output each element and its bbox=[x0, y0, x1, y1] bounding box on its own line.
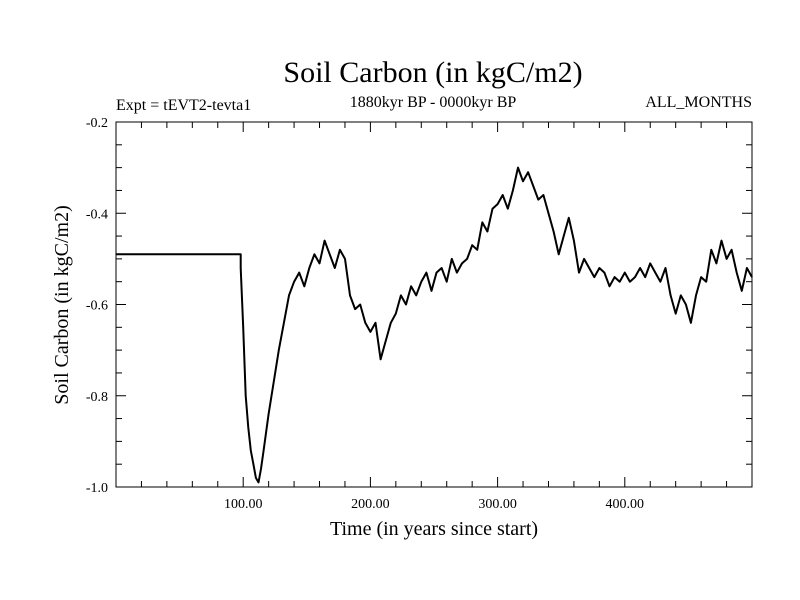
y-tick-label: -0.8 bbox=[86, 390, 108, 405]
y-tick-label: -0.2 bbox=[86, 116, 108, 131]
soil-carbon-series-line bbox=[116, 166, 753, 484]
y-axis-label: Soil Carbon (in kgC/m2) bbox=[51, 205, 73, 404]
chart-subtitle-right: ALL_MONTHS bbox=[645, 94, 752, 111]
x-tick-label: 300.00 bbox=[478, 497, 517, 512]
chart-subtitle-left: Expt = tEVT2-tevta1 bbox=[116, 97, 251, 114]
x-axis-label: Time (in years since start) bbox=[330, 518, 538, 540]
axis-ticks bbox=[116, 122, 752, 487]
x-tick-label: 400.00 bbox=[606, 497, 645, 512]
x-tick-label: 100.00 bbox=[224, 497, 263, 512]
y-tick-label: -0.6 bbox=[86, 299, 108, 314]
axis-tick-labels: 100.00 200.00 300.00 400.00 -1.0 -0.8 -0.6 -0.4… bbox=[86, 116, 644, 512]
x-tick-label: 200.00 bbox=[351, 497, 390, 512]
y-tick-label: -1.0 bbox=[86, 481, 108, 496]
chart-title: Soil Carbon (in kgC/m2) bbox=[283, 56, 582, 89]
chart-subtitle-center: 1880kyr BP - 0000kyr BP bbox=[350, 94, 517, 111]
y-tick-label: -0.4 bbox=[86, 207, 108, 222]
